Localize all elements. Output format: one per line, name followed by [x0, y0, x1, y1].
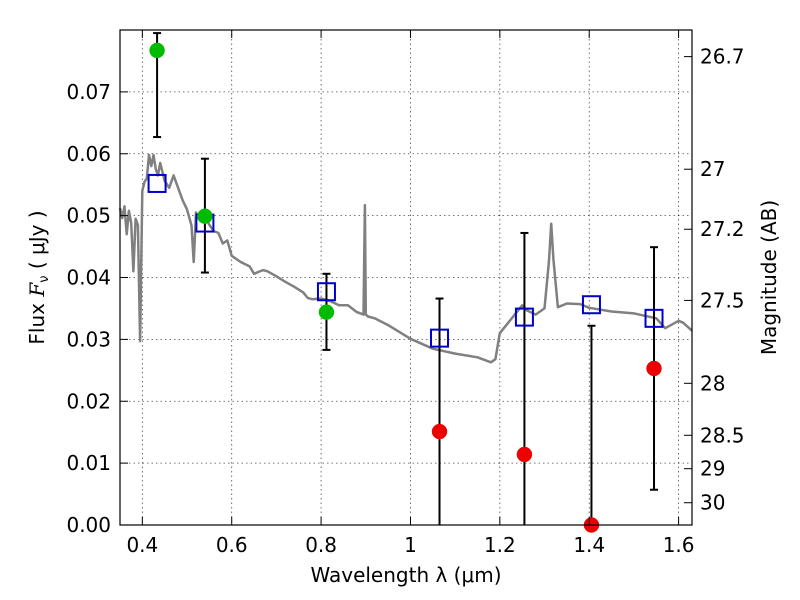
detection-point: [318, 304, 335, 320]
y2-axis-title: Magnitude (AB): [757, 200, 781, 355]
detection-point: [197, 208, 213, 224]
model-square: [644, 308, 664, 328]
x-tick-label: 1: [404, 533, 417, 557]
grid-lines: [120, 30, 692, 525]
non-detection-point: [431, 423, 448, 440]
x-tick-label: 0.4: [126, 533, 158, 557]
tick-labels: 0.4 0.6 0.8 1 1.2 1.4 1.6 0.00 0.01 0.02 0.03 0.04 0…: [66, 45, 744, 557]
x-tick-label: 0.8: [305, 533, 337, 557]
y-tick-label: 0.03: [66, 327, 111, 351]
model-square: [581, 295, 601, 315]
spectrum-line: [118, 153, 693, 364]
y-tick-label: 0.01: [66, 451, 111, 475]
x-tick-label: 0.6: [216, 533, 248, 557]
y2-tick-label: 28.5: [700, 423, 745, 447]
non-detection-point: [646, 360, 662, 377]
y-tick-label: 0.02: [66, 389, 111, 413]
y-axis-title-subscript: ν: [37, 276, 52, 283]
y-axis-title: Flux Fν ( μJy ): [25, 210, 52, 344]
y-tick-label: 0.06: [66, 142, 111, 166]
y-tick-label: 0.05: [66, 204, 111, 228]
x-tick-label: 1.4: [573, 533, 605, 557]
y-axis-title-prefix: Flux: [25, 297, 49, 345]
y-tick-label: 0.00: [66, 513, 111, 537]
y2-tick-label: 30: [700, 491, 725, 515]
model-square: [430, 328, 450, 348]
y2-tick-label: 28: [700, 371, 725, 395]
y-tick-label: 0.07: [66, 80, 111, 104]
y-axis-title-symbol: F: [25, 282, 49, 298]
x-tick-label: 1.6: [663, 533, 695, 557]
model-square: [316, 282, 336, 302]
y2-tick-label: 27.2: [700, 217, 745, 241]
error-bars: [153, 32, 659, 525]
non-detection-point: [516, 446, 533, 463]
y-axis-title-unit: ( μJy ): [25, 210, 49, 275]
y2-tick-label: 26.7: [700, 45, 745, 69]
model-square: [147, 173, 167, 193]
y-tick-label: 0.04: [66, 266, 111, 290]
detection-point: [149, 42, 165, 59]
model-square: [514, 307, 534, 327]
spectrum-layer: [118, 153, 693, 364]
x-tick-label: 1.2: [484, 533, 516, 557]
axis-ticks: [120, 30, 692, 526]
y2-tick-label: 27.5: [700, 288, 745, 312]
markers: [147, 42, 664, 533]
x-axis-title: Wavelength λ (μm): [310, 563, 501, 587]
y2-tick-label: 27: [700, 157, 725, 181]
y2-tick-label: 29: [700, 457, 725, 481]
